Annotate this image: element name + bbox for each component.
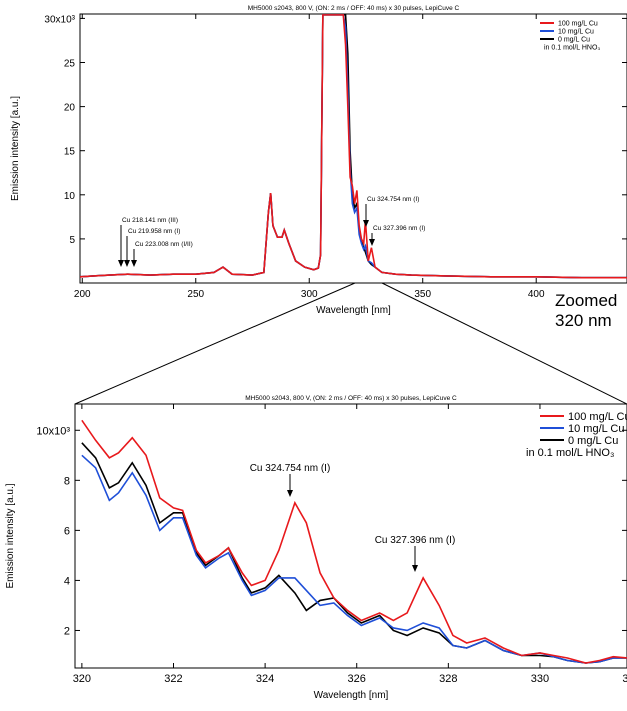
x-axis-label: Wavelength [nm] [314, 690, 389, 701]
legend-label: 100 mg/L Cu [558, 20, 598, 27]
x-tick-label: 324 [256, 673, 274, 685]
legend-label: 100 mg/L Cu [568, 411, 627, 423]
legend-label: 0 mg/L Cu [558, 36, 590, 43]
zoom-connector [74, 282, 356, 405]
series-line [81, 442, 627, 664]
annotation-arrowhead [363, 220, 369, 227]
legend-note: in 0.1 mol/L HNO₃ [544, 44, 600, 51]
zoom-connector [381, 282, 627, 405]
x-axis-label: Wavelength [nm] [316, 305, 391, 316]
legend-label: 10 mg/L Cu [568, 423, 624, 435]
series-line [81, 419, 627, 664]
annotation: Cu 219.958 nm (I) [128, 228, 180, 235]
y-tick-label: 30x10³ [44, 14, 75, 25]
legend-label: 0 mg/L Cu [568, 435, 618, 447]
x-tick-label: 250 [187, 289, 204, 300]
y-axis-label: Emission intensity [a.u.] [10, 96, 21, 201]
y-tick-label: 10x10³ [36, 425, 70, 437]
x-tick-label: 300 [301, 289, 318, 300]
annotation-arrowhead [412, 565, 418, 572]
annotation: Cu 218.141 nm (III) [122, 217, 178, 224]
annotation: Cu 223.008 nm (I/II) [135, 241, 193, 248]
x-tick-label: 200 [74, 289, 91, 300]
chart: MH5000 s2043, 800 V, (ON: 2 ms / OFF: 40… [5, 395, 627, 701]
annotation-arrowhead [287, 490, 293, 497]
y-tick-label: 25 [64, 59, 76, 70]
annotation: Cu 324.754 nm (I) [250, 463, 331, 474]
y-tick-label: 6 [64, 525, 70, 537]
x-tick-label: 328 [439, 673, 457, 685]
series-line [80, 14, 627, 279]
x-tick-label: 320 [73, 673, 91, 685]
annotation: Cu 324.754 nm (I) [367, 196, 419, 203]
x-tick-label: 326 [348, 673, 366, 685]
y-tick-label: 20 [64, 103, 76, 114]
legend-label: 10 mg/L Cu [558, 28, 594, 35]
plot-area [74, 403, 627, 669]
zoom-note: 320 nm [555, 311, 612, 330]
annotation: Cu 327.396 nm (I) [375, 535, 456, 546]
x-tick-label: 330 [531, 673, 549, 685]
chart-title: MH5000 s2043, 800 V, (ON: 2 ms / OFF: 40… [248, 5, 460, 12]
y-tick-label: 8 [64, 475, 70, 487]
plot-area [79, 13, 627, 284]
y-tick-label: 10 [64, 191, 76, 202]
x-tick-label: 322 [164, 673, 182, 685]
annotation-arrowhead [369, 239, 375, 246]
y-axis-label: Emission intensity [a.u.] [5, 483, 16, 588]
y-tick-label: 5 [69, 235, 75, 246]
x-tick-label: 350 [414, 289, 431, 300]
chart-title: MH5000 s2043, 800 V, (ON: 2 ms / OFF: 40… [245, 395, 457, 402]
legend-note: in 0.1 mol/L HNO₃ [526, 447, 614, 459]
annotation: Cu 327.396 nm (I) [373, 225, 425, 232]
y-tick-label: 2 [64, 625, 70, 637]
annotation-arrowhead [118, 260, 124, 267]
x-tick-label: 400 [528, 289, 545, 300]
y-tick-label: 15 [64, 147, 76, 158]
x-tick-label: 332 [622, 673, 627, 685]
zoom-note: Zoomed [555, 291, 617, 310]
annotation-arrowhead [124, 260, 130, 267]
annotation-arrowhead [131, 260, 137, 267]
chart: MH5000 s2043, 800 V, (ON: 2 ms / OFF: 40… [10, 5, 627, 316]
y-tick-label: 4 [64, 575, 70, 587]
